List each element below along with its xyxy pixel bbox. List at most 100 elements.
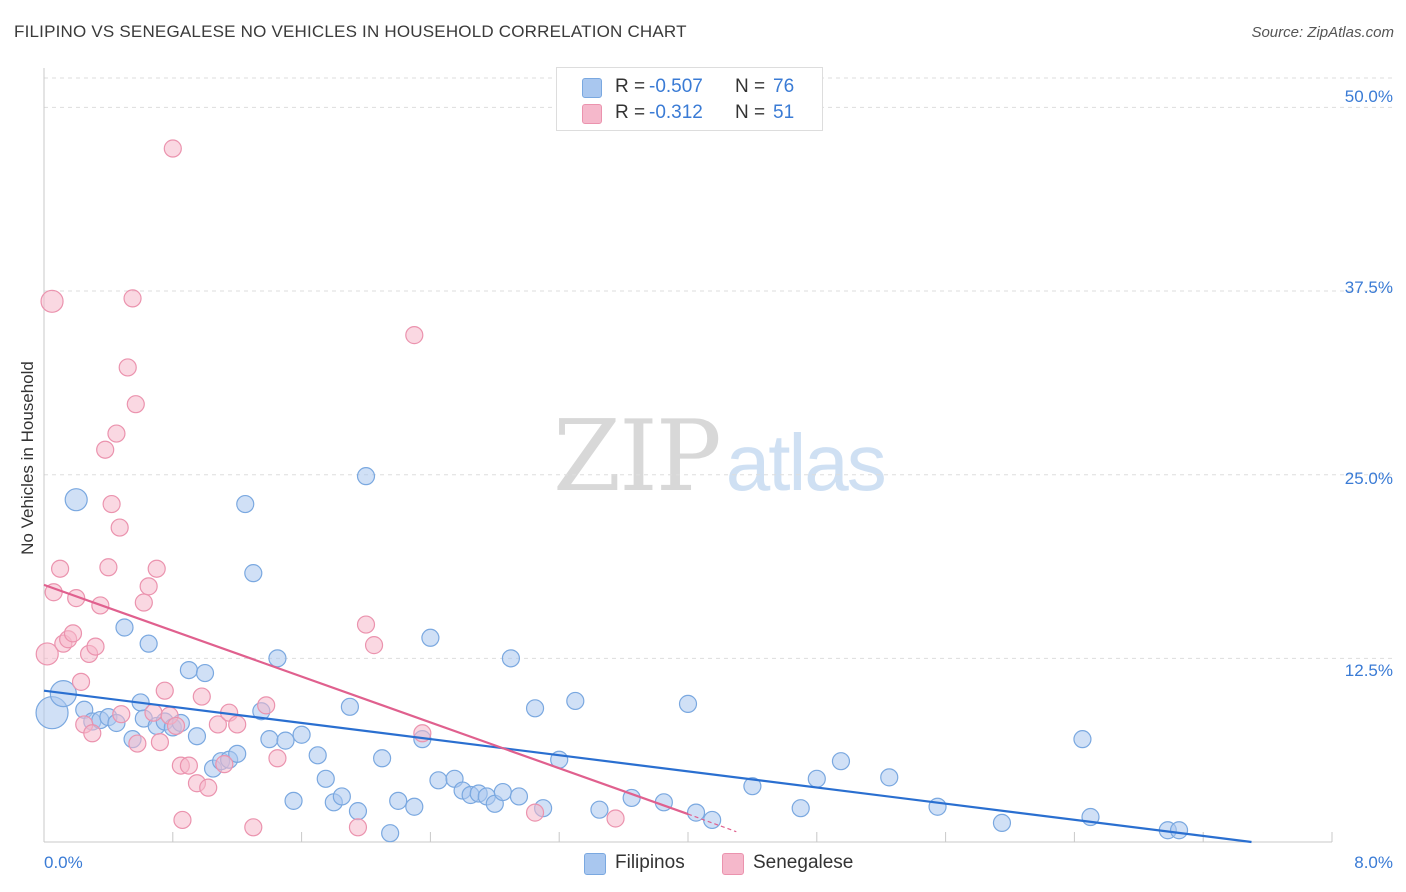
legend-swatch [584,853,606,875]
n-label: N = [735,102,766,123]
filipino-point [686,803,706,822]
n-label: N = [735,76,766,97]
senegalese-point [96,440,115,459]
filipino-point [348,802,368,821]
filipino-point [429,771,448,790]
filipino-point [139,634,158,653]
filipino-point [791,799,810,818]
senegalese-point [128,734,147,753]
senegalese-point [102,494,121,514]
filipino-point [493,782,512,802]
senegalese-point [199,778,218,797]
source-label: Source: ZipAtlas.com [1251,24,1394,41]
filipino-point [807,769,826,788]
x-tick-label: 8.0% [1354,853,1393,872]
r-label: R = [615,102,646,123]
senegalese-point [134,593,153,612]
senegalese-point [208,715,227,734]
senegalese-point [126,395,145,414]
senegalese-point [525,803,545,822]
y-tick-label: 25.0% [1344,469,1393,488]
watermark-atlas: atlas [725,418,887,507]
legend-swatch [722,853,744,875]
senegalese-point [356,615,376,634]
senegalese-point [107,424,126,443]
filipino-point [356,467,376,486]
y-tick-label: 37.5% [1344,278,1393,297]
y-tick-label: 50.0% [1344,87,1393,106]
filipino-point [590,800,609,819]
filipino-point [743,777,762,796]
senegalese-point [150,732,170,752]
senegalese-point [63,624,83,643]
senegalese-point [166,716,186,736]
legend-row-senegalese: R = -0.312 N = 51 [557,101,822,127]
filipino-point [236,494,255,514]
filipino-point [340,697,359,716]
senegalese-point [155,681,174,700]
senegalese-point [405,326,424,345]
senegalese-trend-line-extension [687,813,737,833]
senegalese-point [228,715,247,734]
r-value: -0.312 [649,102,703,123]
legend-row-filipinos: R = -0.507 N = 76 [557,75,822,101]
x-tick-label: 0.0% [44,853,83,872]
filipino-point [284,791,303,810]
senegalese-point [244,818,263,837]
r-label: R = [615,76,646,97]
senegalese-point [110,518,129,537]
filipino-point [525,699,545,718]
senegalese-point [83,724,102,743]
senegalese-point [50,559,70,578]
senegalese-point [348,818,368,837]
senegalese-point [118,358,137,377]
senegalese-point [192,687,211,706]
series-legend: Filipinos Senegalese [584,851,884,877]
filipino-point [228,744,247,763]
filipino-point [244,564,263,583]
senegalese-point [139,577,158,596]
legend-swatch [582,78,602,98]
filipino-point [678,694,698,713]
senegalese-point [606,809,625,828]
filipino-point [501,649,520,668]
filipino-point [187,727,207,746]
senegalese-point [86,637,105,656]
filipino-point [880,768,899,787]
filipino-point [703,810,722,830]
senegalese-point [163,139,182,158]
filipino-point [308,746,327,765]
filipino-point [509,787,529,806]
filipino-point [928,797,947,816]
legend-swatch [582,104,602,124]
senegalese-point [179,756,198,775]
r-value: -0.507 [649,76,703,97]
senegalese-point [99,558,118,577]
senegalese-point [40,289,64,313]
filipino-trend-line [43,689,1252,844]
senegalese-point [35,642,59,666]
filipino-point [64,488,88,512]
filipino-point [260,730,279,749]
filipino-point [566,691,585,711]
correlation-legend: R = -0.507 N = 76 R = -0.312 N = 51 [556,67,823,131]
senegalese-point [257,696,276,715]
watermark: ZIPatlas [553,400,887,514]
filipino-point [268,649,287,668]
filipino-point [316,769,335,788]
senegalese-point [173,810,192,830]
senegalese-trend-line [43,583,689,816]
filipino-point [332,787,351,806]
filipino-point [195,663,215,683]
n-value: 51 [773,102,795,123]
senegalese-point [364,636,384,655]
senegalese-point [123,289,142,308]
filipino-point [831,752,851,771]
watermark-zip: ZIP [553,400,722,514]
filipino-point [115,618,134,637]
filipino-point [1073,730,1092,749]
senegalese-point [112,705,131,724]
filipino-point [389,791,408,810]
filipino-point [292,725,311,744]
